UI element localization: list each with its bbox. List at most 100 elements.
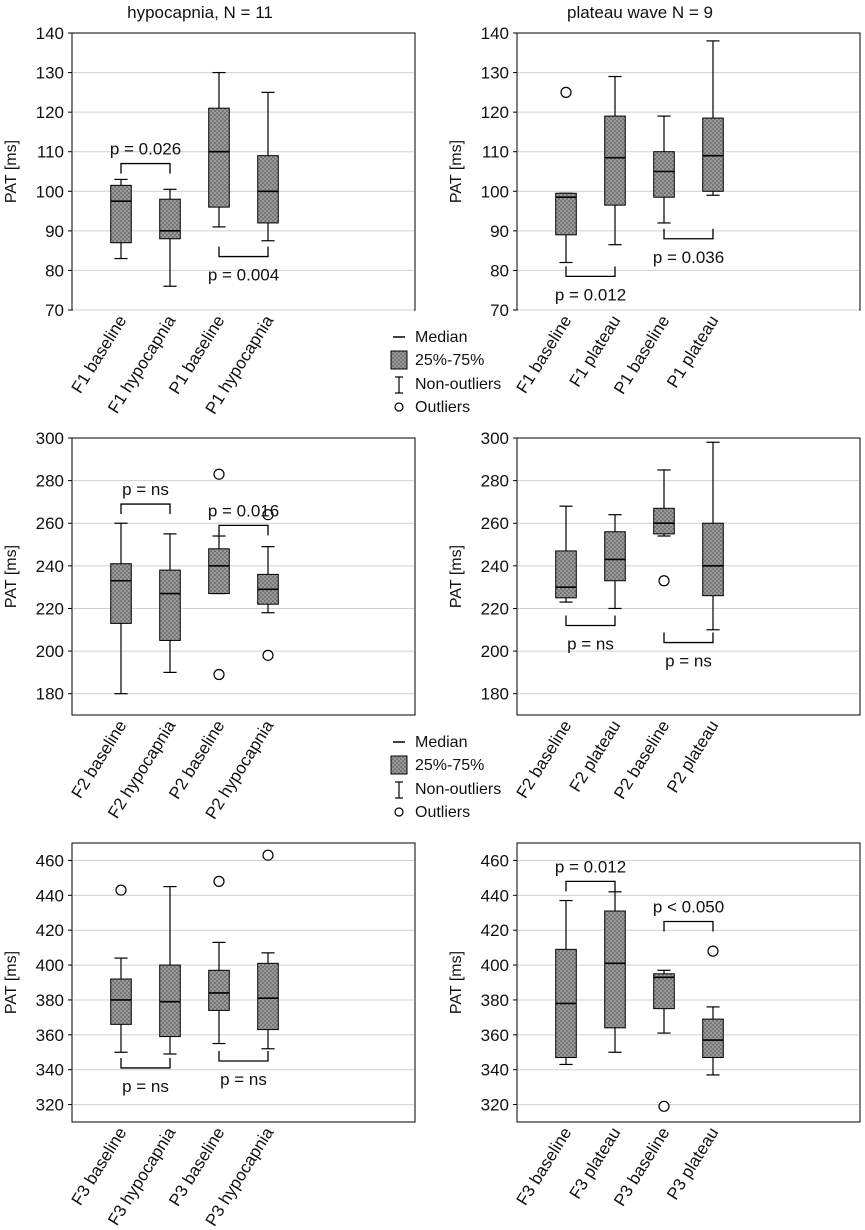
y-tick-label: 420 — [36, 921, 64, 940]
y-tick-label: 320 — [36, 1096, 64, 1115]
iqr-box — [208, 548, 230, 595]
y-tick-label: 260 — [36, 514, 64, 533]
box-1 — [555, 505, 577, 603]
iqr-box — [555, 550, 577, 599]
outlier-point — [262, 849, 274, 861]
iqr-box — [604, 115, 626, 206]
boxplot-panel-2: 70 80 90 100 110 120 130 140 PAT [ms] F1 baseline… — [448, 24, 861, 397]
iqr-box — [110, 184, 132, 244]
bracket-line — [565, 615, 616, 627]
y-tick-label: 360 — [481, 1026, 509, 1045]
p-value-label: p = 0.026 — [110, 140, 181, 159]
legend-whisker-symbol — [395, 781, 403, 799]
box-4 — [257, 509, 279, 661]
outlier-point — [658, 575, 670, 587]
significance-bracket: p = ns — [565, 615, 616, 654]
bracket-line — [565, 880, 616, 892]
y-tick-label: 260 — [481, 514, 509, 533]
legend-median-label: Median — [415, 329, 467, 346]
y-tick-label: 380 — [481, 991, 509, 1010]
box-4 — [702, 945, 724, 1076]
significance-bracket: p = 0.036 — [653, 228, 724, 267]
p-value-label: p = ns — [122, 1077, 169, 1096]
y-tick-label: 300 — [36, 429, 64, 448]
significance-bracket: p = ns — [120, 1057, 171, 1096]
boxplot-panel-4: 180 200 220 240 260 280 300 PAT [ms] F2 baseline… — [448, 429, 861, 802]
y-tick-label: 100 — [36, 182, 64, 201]
box-1 — [110, 522, 132, 695]
box-2 — [159, 188, 181, 287]
box-3 — [653, 969, 675, 1112]
y-axis-label: PAT [ms] — [448, 140, 465, 203]
iqr-box — [702, 117, 724, 192]
plot-area — [71, 32, 416, 311]
y-tick-label: 90 — [45, 222, 64, 241]
outlier-point — [658, 1100, 670, 1112]
outlier-point — [707, 945, 719, 957]
significance-bracket: p < 0.050 — [653, 897, 724, 932]
box-3 — [653, 469, 675, 587]
box-1 — [110, 178, 132, 260]
box-2 — [159, 533, 181, 673]
y-tick-label: 340 — [36, 1061, 64, 1080]
legend-outlier-label: Outliers — [415, 399, 470, 416]
legend-median-label: Median — [415, 734, 467, 751]
significance-bracket: p = ns — [120, 480, 171, 515]
legend-box-symbol — [390, 350, 408, 370]
bracket-line — [120, 1057, 171, 1069]
p-value-label: p < 0.050 — [653, 897, 724, 916]
outlier-point — [115, 884, 127, 896]
box-4 — [702, 40, 724, 196]
legend-outlier-symbol — [394, 807, 404, 817]
outlier-point — [560, 86, 572, 98]
bracket-line — [120, 162, 171, 174]
significance-bracket: p = 0.012 — [555, 266, 626, 304]
bracket-line — [663, 920, 714, 932]
y-tick-label: 460 — [481, 851, 509, 870]
x-category-label: F3 baseline — [513, 1124, 576, 1209]
significance-bracket: p = ns — [218, 1050, 269, 1089]
outlier-point — [213, 668, 225, 681]
box-3 — [208, 71, 230, 228]
legend-box-symbol — [390, 755, 408, 775]
plot-area — [516, 32, 861, 311]
box-2 — [159, 885, 181, 1055]
box-1 — [555, 86, 577, 264]
iqr-box — [653, 151, 675, 198]
x-category-label: F2 baseline — [513, 717, 576, 802]
outlier-point — [262, 509, 274, 521]
p-value-label: p = ns — [567, 635, 614, 654]
significance-bracket: p = 0.026 — [110, 140, 181, 174]
title-left: hypocapnia, N = 11 — [127, 3, 273, 22]
outlier-point — [262, 649, 274, 661]
title-right: plateau wave N = 9 — [567, 3, 713, 22]
y-tick-label: 340 — [481, 1061, 509, 1080]
y-axis-label: PAT [ms] — [448, 545, 465, 608]
iqr-box — [208, 107, 230, 208]
iqr-box — [159, 964, 181, 1038]
y-tick-label: 120 — [481, 103, 509, 122]
bracket-line — [120, 503, 171, 515]
iqr-box — [257, 155, 279, 224]
y-tick-label: 200 — [36, 642, 64, 661]
p-value-label: p = ns — [665, 652, 712, 671]
iqr-box — [257, 962, 279, 1031]
y-tick-label: 380 — [36, 991, 64, 1010]
iqr-box — [653, 973, 675, 1010]
y-tick-label: 320 — [481, 1096, 509, 1115]
p-value-label: p = 0.016 — [208, 501, 279, 520]
legend-outlier-label: Outliers — [415, 804, 470, 821]
box-4 — [257, 849, 279, 1050]
iqr-box — [110, 563, 132, 624]
y-tick-label: 240 — [481, 557, 509, 576]
iqr-box — [702, 1018, 724, 1058]
y-tick-label: 80 — [490, 261, 509, 280]
legend-whisker-label: Non-outliers — [415, 781, 501, 798]
box-3 — [653, 115, 675, 224]
legend-middle: Median 25%-75% Non-outliers Outliers — [390, 734, 501, 821]
y-tick-label: 140 — [36, 24, 64, 43]
p-value-label: p = 0.036 — [653, 248, 724, 267]
